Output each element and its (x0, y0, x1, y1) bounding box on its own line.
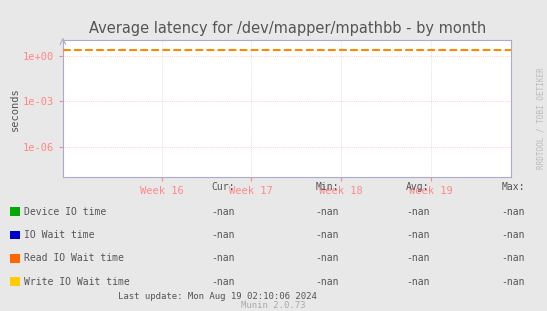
Text: Max:: Max: (502, 182, 525, 192)
Text: -nan: -nan (406, 277, 429, 287)
Text: -nan: -nan (316, 207, 339, 217)
Text: -nan: -nan (502, 230, 525, 240)
Text: Cur:: Cur: (212, 182, 235, 192)
Text: Munin 2.0.73: Munin 2.0.73 (241, 301, 306, 310)
Text: -nan: -nan (502, 277, 525, 287)
Text: IO Wait time: IO Wait time (24, 230, 95, 240)
Text: -nan: -nan (502, 253, 525, 263)
Text: -nan: -nan (316, 253, 339, 263)
Text: Last update: Mon Aug 19 02:10:06 2024: Last update: Mon Aug 19 02:10:06 2024 (118, 292, 317, 301)
Text: Device IO time: Device IO time (24, 207, 106, 217)
Title: Average latency for /dev/mapper/mpathbb - by month: Average latency for /dev/mapper/mpathbb … (89, 21, 486, 36)
Text: -nan: -nan (502, 207, 525, 217)
Text: -nan: -nan (212, 230, 235, 240)
Text: -nan: -nan (316, 277, 339, 287)
Text: -nan: -nan (406, 230, 429, 240)
Text: -nan: -nan (212, 277, 235, 287)
Text: Avg:: Avg: (406, 182, 429, 192)
Text: Write IO Wait time: Write IO Wait time (24, 277, 130, 287)
Text: -nan: -nan (212, 253, 235, 263)
Text: Read IO Wait time: Read IO Wait time (24, 253, 124, 263)
Text: -nan: -nan (212, 207, 235, 217)
Y-axis label: seconds: seconds (10, 87, 20, 131)
Text: -nan: -nan (316, 230, 339, 240)
Text: -nan: -nan (406, 253, 429, 263)
Text: Min:: Min: (316, 182, 339, 192)
Text: -nan: -nan (406, 207, 429, 217)
Text: RRDTOOL / TOBI OETIKER: RRDTOOL / TOBI OETIKER (537, 67, 545, 169)
